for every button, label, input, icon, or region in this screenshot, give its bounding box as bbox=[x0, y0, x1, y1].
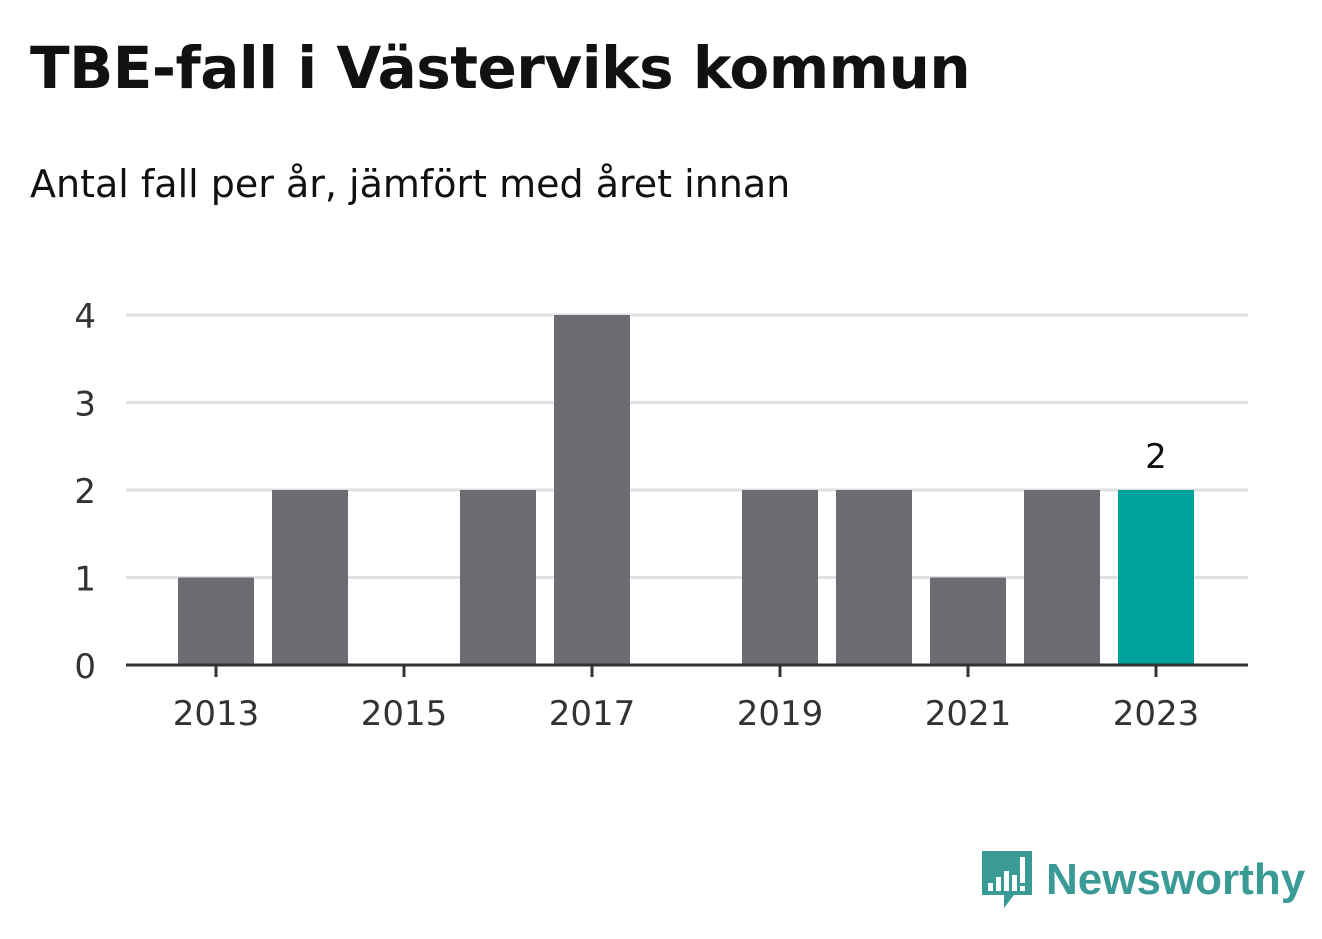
x-tick-label: 2021 bbox=[925, 694, 1012, 734]
chart-subtitle: Antal fall per år, jämfört med året inna… bbox=[30, 162, 791, 206]
data-label-2023: 2 bbox=[1145, 437, 1167, 477]
y-tick-label: 1 bbox=[74, 560, 96, 600]
x-tick-label: 2019 bbox=[737, 694, 824, 734]
y-tick-label: 4 bbox=[74, 297, 96, 337]
bar-2016 bbox=[460, 490, 536, 665]
x-tick-label: 2017 bbox=[549, 694, 636, 734]
bar-2023 bbox=[1118, 490, 1194, 665]
y-axis-ticks: 0 1 2 3 4 bbox=[74, 297, 96, 687]
x-axis: 2013 2015 2017 2019 2021 2023 bbox=[126, 663, 1248, 734]
bars bbox=[178, 315, 1194, 665]
bar-2014 bbox=[272, 490, 348, 665]
x-tick-label: 2013 bbox=[173, 694, 260, 734]
x-tick-label: 2023 bbox=[1113, 694, 1200, 734]
bar-2017 bbox=[554, 315, 630, 665]
chart-title: TBE-fall i Västerviks kommun bbox=[30, 34, 971, 102]
newsworthy-logo-text: Newsworthy bbox=[1046, 855, 1306, 904]
y-tick-label: 3 bbox=[74, 385, 96, 425]
bar-2021 bbox=[930, 577, 1006, 665]
y-tick-label: 2 bbox=[74, 472, 96, 512]
newsworthy-logo-icon bbox=[982, 851, 1032, 908]
data-labels: 2 bbox=[1145, 437, 1167, 477]
bar-2013 bbox=[178, 577, 254, 665]
x-tick-label: 2015 bbox=[361, 694, 448, 734]
bar-2020 bbox=[836, 490, 912, 665]
bar-2022 bbox=[1024, 490, 1100, 665]
y-tick-label: 0 bbox=[74, 647, 96, 687]
bar-2019 bbox=[742, 490, 818, 665]
newsworthy-logo: Newsworthy bbox=[982, 851, 1305, 909]
